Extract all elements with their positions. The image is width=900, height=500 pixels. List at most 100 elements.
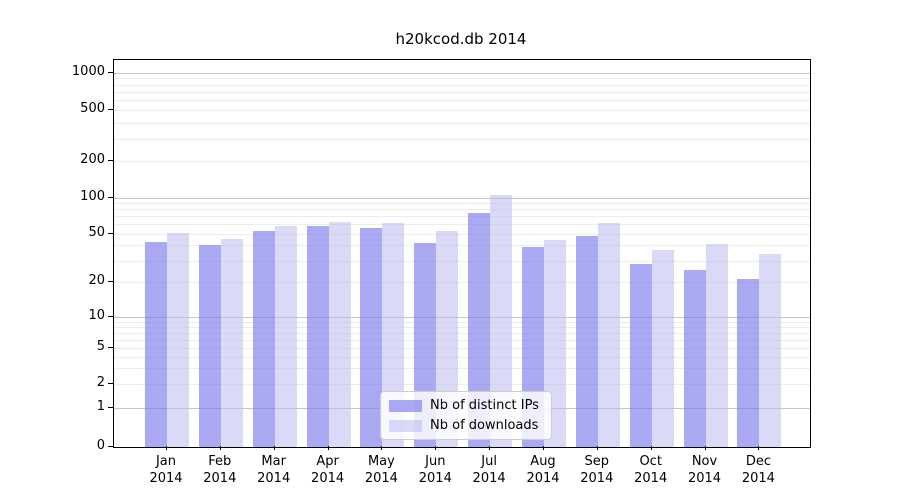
legend-swatch-distinct-ips-icon xyxy=(389,399,422,412)
plot-area xyxy=(113,59,811,448)
gridline-10 xyxy=(114,317,810,318)
bar-distinct-ips-jul xyxy=(468,212,491,447)
gridline-8 xyxy=(114,327,810,329)
x-tick-sep xyxy=(596,446,598,450)
bar-downloads-jul xyxy=(490,195,513,447)
gridline-300 xyxy=(114,138,810,140)
x-tick-label-mar: Mar 2014 xyxy=(257,454,291,486)
y-tick-label-200: 200 xyxy=(80,152,105,167)
y-tick-label-0: 0 xyxy=(96,438,105,453)
bar-downloads-dec xyxy=(759,254,782,447)
x-tick-label-may: May 2014 xyxy=(364,454,398,486)
gridline-700 xyxy=(114,92,810,93)
y-tick-label-2: 2 xyxy=(96,374,105,390)
gridline-70 xyxy=(114,216,810,218)
legend: Nb of distinct IPs Nb of downloads xyxy=(380,391,552,440)
y-tick-10 xyxy=(108,316,113,317)
y-tick-label-100: 100 xyxy=(80,188,105,204)
bar-distinct-ips-oct xyxy=(629,264,652,447)
legend-label-distinct-ips: Nb of distinct IPs xyxy=(430,398,539,413)
bar-distinct-ips-mar xyxy=(252,230,275,447)
y-tick-label-1000: 1000 xyxy=(71,63,105,79)
gridline-200 xyxy=(114,161,810,162)
gridline-7 xyxy=(114,333,810,335)
bar-downloads-apr xyxy=(328,221,351,447)
x-tick-apr xyxy=(327,446,329,450)
x-tick-label-nov: Nov 2014 xyxy=(687,454,722,486)
x-tick-label-jun: Jun 2014 xyxy=(418,454,452,486)
x-tick-label-dec: Dec 2014 xyxy=(741,454,775,486)
gridline-100 xyxy=(114,197,810,199)
y-tick-200 xyxy=(108,160,113,161)
legend-item-downloads: Nb of downloads xyxy=(389,418,539,433)
gridline-5 xyxy=(114,348,810,350)
bar-downloads-sep xyxy=(597,223,620,447)
y-tick-label-5: 5 xyxy=(96,339,105,355)
y-tick-label-20: 20 xyxy=(88,273,105,288)
y-tick-20 xyxy=(108,281,113,282)
x-tick-nov xyxy=(704,446,706,450)
y-tick-1 xyxy=(108,406,113,408)
bar-distinct-ips-feb xyxy=(198,245,221,447)
gridline-500 xyxy=(114,110,810,112)
y-tick-label-50: 50 xyxy=(88,224,105,240)
bar-downloads-jan xyxy=(167,232,189,447)
x-tick-oct xyxy=(650,446,652,450)
gridline-60 xyxy=(114,224,810,226)
gridline-800 xyxy=(114,84,810,86)
gridline-600 xyxy=(114,100,810,102)
bar-distinct-ips-jan xyxy=(145,241,167,447)
y-tick-50 xyxy=(108,232,113,234)
gridline-9 xyxy=(114,321,810,323)
bar-downloads-oct xyxy=(651,249,674,447)
x-tick-aug xyxy=(543,446,544,450)
x-tick-jan xyxy=(166,446,167,450)
bar-distinct-ips-sep xyxy=(575,235,598,447)
y-tick-500 xyxy=(108,109,113,111)
gridline-900 xyxy=(114,78,810,80)
gridline-90 xyxy=(114,203,810,205)
gridline-3 xyxy=(114,368,810,369)
x-tick-label-apr: Apr 2014 xyxy=(311,454,345,486)
legend-label-downloads: Nb of downloads xyxy=(430,418,539,433)
x-tick-jun xyxy=(435,446,437,450)
y-tick-2 xyxy=(108,382,113,384)
bar-distinct-ips-nov xyxy=(683,270,706,447)
x-tick-label-sep: Sep 2014 xyxy=(580,454,614,486)
x-tick-mar xyxy=(273,446,275,450)
x-tick-may xyxy=(381,446,383,450)
y-tick-5 xyxy=(108,347,113,349)
x-tick-feb xyxy=(219,446,221,450)
legend-item-distinct-ips: Nb of distinct IPs xyxy=(389,398,539,413)
bar-downloads-nov xyxy=(705,244,728,447)
gridline-4 xyxy=(114,356,810,358)
bar-distinct-ips-dec xyxy=(737,279,760,447)
x-tick-label-oct: Oct 2014 xyxy=(634,454,668,486)
x-tick-label-jan: Jan 2014 xyxy=(149,454,183,486)
gridline-80 xyxy=(114,209,810,211)
chart-title: h20kcod.db 2014 xyxy=(395,30,527,48)
y-tick-label-1: 1 xyxy=(96,398,105,414)
y-tick-label-500: 500 xyxy=(80,101,105,117)
gridline-20 xyxy=(114,282,810,283)
bar-downloads-mar xyxy=(274,225,297,447)
y-tick-100 xyxy=(108,196,113,198)
gridline-6 xyxy=(114,340,810,342)
gridline-400 xyxy=(114,122,810,124)
bar-distinct-ips-may xyxy=(360,227,383,447)
y-tick-label-10: 10 xyxy=(88,308,105,323)
gridline-30 xyxy=(114,260,810,262)
legend-swatch-downloads-icon xyxy=(389,419,422,432)
x-tick-label-jul: Jul 2014 xyxy=(472,454,506,486)
gridline-2 xyxy=(114,383,810,385)
x-tick-dec xyxy=(758,446,760,450)
gridline-1000 xyxy=(114,72,810,74)
gridline-40 xyxy=(114,245,810,247)
y-tick-0 xyxy=(108,446,113,447)
x-tick-jul xyxy=(489,446,491,450)
x-tick-label-aug: Aug 2014 xyxy=(526,454,560,486)
bar-downloads-feb xyxy=(220,239,243,447)
bar-distinct-ips-apr xyxy=(306,225,329,447)
gridline-50 xyxy=(114,233,810,235)
